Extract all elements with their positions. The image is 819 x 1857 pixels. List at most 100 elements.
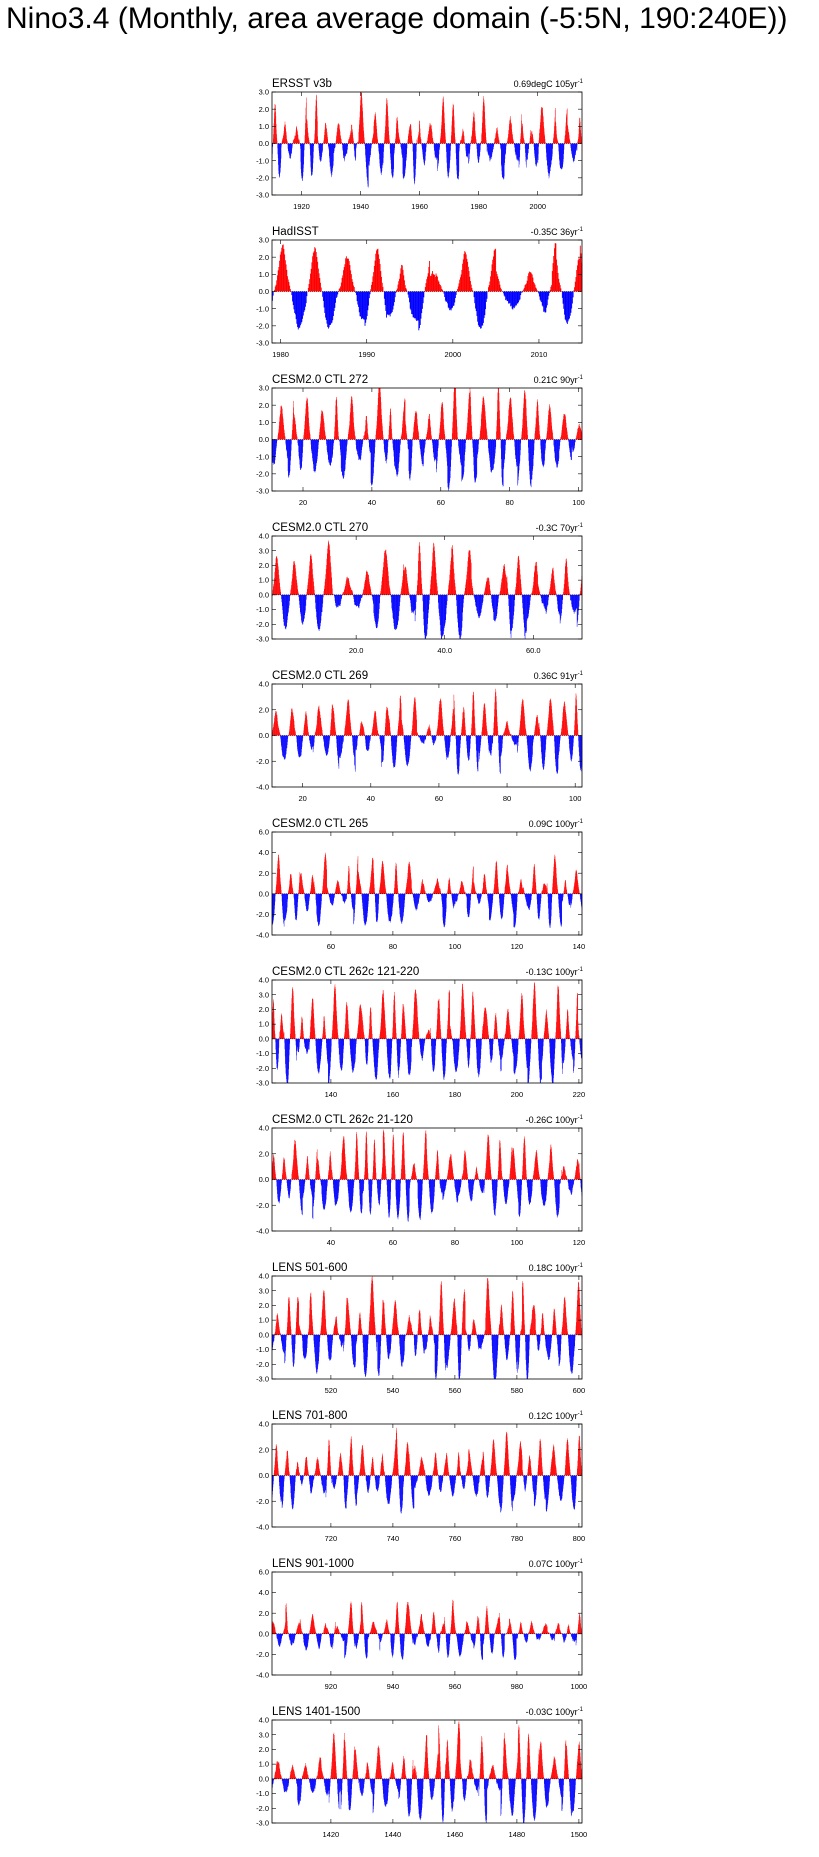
bar bbox=[317, 594, 318, 627]
bar bbox=[404, 285, 406, 292]
bar bbox=[495, 248, 497, 292]
bar bbox=[399, 594, 401, 603]
bar bbox=[302, 291, 304, 316]
bar bbox=[387, 571, 389, 595]
bar bbox=[317, 261, 319, 292]
bar bbox=[363, 590, 364, 595]
bar bbox=[434, 546, 435, 595]
bar bbox=[338, 289, 340, 292]
bar bbox=[406, 577, 408, 595]
bar bbox=[301, 594, 302, 621]
bar bbox=[482, 291, 484, 326]
bar bbox=[315, 594, 317, 609]
bar bbox=[504, 566, 506, 595]
bar bbox=[464, 590, 466, 595]
bar bbox=[527, 594, 528, 620]
bar bbox=[460, 274, 462, 292]
bar bbox=[464, 251, 466, 292]
bar bbox=[300, 291, 302, 324]
bar bbox=[386, 291, 388, 315]
bar bbox=[356, 594, 357, 607]
bar bbox=[347, 579, 349, 595]
bar bbox=[320, 282, 321, 292]
bar bbox=[472, 290, 474, 292]
y-tick-label: -3.0 bbox=[256, 635, 269, 644]
bar bbox=[395, 594, 397, 630]
bar bbox=[430, 275, 432, 292]
bar bbox=[354, 290, 356, 292]
bar bbox=[312, 256, 314, 292]
bar bbox=[292, 291, 294, 306]
bar bbox=[520, 583, 522, 595]
bar bbox=[381, 585, 382, 595]
bar bbox=[350, 587, 352, 595]
bar bbox=[315, 594, 317, 612]
bar bbox=[337, 594, 339, 608]
y-tick-label: 0.0 bbox=[259, 731, 269, 740]
bar bbox=[538, 585, 539, 595]
bar bbox=[283, 594, 285, 626]
bar bbox=[447, 291, 448, 304]
bar bbox=[490, 270, 492, 292]
bar bbox=[390, 594, 392, 598]
bar bbox=[553, 575, 555, 595]
bar bbox=[325, 291, 327, 320]
x-tick-label: 1980 bbox=[272, 350, 289, 359]
bar bbox=[331, 572, 332, 595]
trend-label: -0.3C 70yr-1 bbox=[535, 523, 583, 533]
bar bbox=[467, 557, 469, 595]
bar bbox=[410, 594, 411, 601]
chart-svg: -4.0-2.00.02.04.06.060 80 100 120 140 bbox=[256, 828, 585, 951]
bar bbox=[547, 594, 549, 605]
bar bbox=[496, 594, 497, 617]
bar bbox=[563, 588, 565, 595]
bar bbox=[378, 594, 379, 619]
bar bbox=[412, 594, 413, 613]
bar bbox=[567, 581, 569, 595]
bar bbox=[342, 593, 344, 595]
bar bbox=[311, 559, 313, 595]
bar bbox=[444, 291, 446, 297]
bar bbox=[313, 251, 315, 292]
bar bbox=[352, 281, 354, 292]
bar bbox=[414, 291, 415, 319]
bar bbox=[498, 278, 499, 292]
bar bbox=[311, 262, 313, 292]
bar bbox=[508, 594, 509, 599]
bar bbox=[282, 594, 283, 611]
bar bbox=[401, 588, 402, 595]
bar bbox=[436, 579, 437, 595]
bar bbox=[383, 562, 384, 595]
bar bbox=[434, 277, 436, 292]
bar bbox=[465, 584, 466, 595]
bar bbox=[572, 594, 573, 610]
bar bbox=[462, 263, 464, 292]
bar bbox=[538, 589, 540, 595]
bar bbox=[341, 277, 343, 292]
bar bbox=[578, 258, 580, 292]
bar bbox=[447, 593, 449, 595]
bar bbox=[421, 291, 423, 309]
bar bbox=[355, 594, 356, 606]
bar bbox=[296, 579, 297, 595]
bar bbox=[457, 594, 458, 619]
bar bbox=[518, 291, 519, 303]
bar bbox=[374, 594, 376, 621]
bar bbox=[517, 291, 519, 304]
y-tick-label: 0.0 bbox=[259, 435, 269, 444]
bar bbox=[297, 585, 298, 595]
bar bbox=[296, 291, 298, 324]
bar bbox=[275, 563, 276, 595]
x-tick-label: 100 bbox=[569, 794, 582, 803]
bar bbox=[312, 574, 314, 595]
bar bbox=[391, 594, 393, 609]
bar bbox=[560, 288, 562, 292]
bar bbox=[394, 594, 396, 629]
bar bbox=[389, 589, 391, 595]
bar bbox=[305, 291, 307, 304]
bar bbox=[343, 591, 345, 595]
y-tick-label: -1.0 bbox=[256, 156, 269, 165]
bar bbox=[464, 592, 465, 595]
bar bbox=[343, 267, 345, 292]
bar bbox=[323, 291, 325, 308]
